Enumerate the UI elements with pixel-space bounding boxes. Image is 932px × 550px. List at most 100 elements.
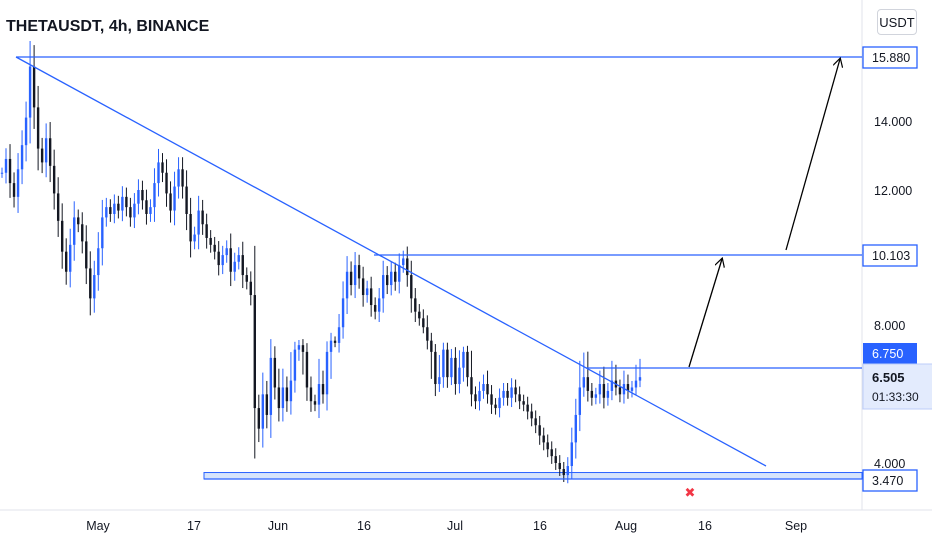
price-label: 6.750 — [863, 343, 917, 364]
x-tick-label: Jun — [268, 519, 288, 533]
candle-body — [498, 397, 501, 409]
candle-body — [89, 268, 92, 299]
price-label-text: 15.880 — [872, 51, 910, 65]
candle-body — [161, 162, 164, 173]
descending-trendline — [15, 56, 767, 467]
candle-body — [173, 186, 176, 211]
y-tick-label: 14.000 — [874, 115, 912, 129]
candle-body — [44, 138, 48, 163]
price-label-box — [862, 244, 918, 267]
candle-body — [321, 384, 325, 395]
candle-body — [65, 251, 68, 272]
candle-body — [550, 449, 553, 457]
candle-body — [253, 295, 256, 409]
candle-body — [257, 408, 261, 429]
candle-body — [241, 255, 244, 276]
candle-body — [325, 351, 329, 395]
candle-body — [36, 107, 40, 149]
candle-body — [414, 298, 417, 312]
candle-body — [265, 394, 269, 415]
candle-body — [502, 390, 505, 398]
candle-body — [97, 248, 100, 276]
candle-body — [277, 387, 281, 409]
candle-body — [430, 340, 433, 352]
candle-body — [60, 220, 64, 252]
candle-body — [269, 357, 273, 415]
candle-body — [101, 217, 104, 249]
candle-body — [125, 196, 128, 208]
candle-body — [32, 66, 36, 108]
candle-body — [377, 298, 381, 312]
candle-body — [390, 271, 393, 286]
candle-body — [293, 349, 297, 381]
candle-body — [534, 418, 537, 426]
candle-body — [470, 377, 473, 395]
candle-body — [630, 387, 634, 391]
candle-body — [590, 390, 594, 398]
target-arrow-2 — [785, 59, 840, 251]
candle-body — [0, 172, 4, 174]
candle-body — [77, 217, 80, 225]
candle-body — [273, 357, 277, 388]
price-countdown: 01:33:30 — [872, 390, 919, 404]
x-tick-label: 16 — [698, 519, 712, 533]
candle-body — [113, 203, 116, 214]
candle-body — [193, 234, 196, 242]
candle-body — [482, 384, 485, 391]
y-tick-label: 8.000 — [874, 319, 905, 333]
price-label-box — [862, 46, 918, 69]
candle-body — [169, 193, 172, 211]
candle-body — [610, 380, 614, 391]
candle-body — [12, 183, 16, 197]
candle-body — [249, 281, 252, 296]
candle-body — [574, 414, 577, 443]
candle-body — [69, 244, 72, 272]
candle-body — [213, 244, 216, 252]
price-label-box — [862, 469, 918, 492]
candle-body — [129, 207, 132, 218]
candle-body — [52, 165, 56, 194]
x-tick-label: 17 — [187, 519, 201, 533]
candle-body — [369, 288, 373, 306]
support-zone — [203, 472, 863, 480]
candle-body — [177, 169, 180, 187]
candle-body — [85, 241, 88, 269]
candle-body — [245, 275, 248, 282]
candle-body — [20, 145, 24, 170]
candle-body — [217, 251, 220, 266]
candle-body — [538, 425, 541, 436]
candle-body — [153, 183, 156, 208]
candle-body — [28, 66, 32, 118]
candle-body — [221, 255, 224, 266]
candle-body — [333, 340, 337, 343]
candle-body — [398, 265, 401, 282]
currency-button[interactable]: USDT — [877, 9, 917, 35]
candle-body — [598, 384, 602, 395]
y-tick-label: 12.000 — [874, 184, 912, 198]
candle-body — [542, 435, 545, 443]
price-label: 15.880 — [862, 46, 918, 69]
candles — [0, 41, 642, 484]
candle-body — [185, 186, 188, 214]
candle-body — [570, 442, 573, 467]
x-tick-label: Jul — [447, 519, 463, 533]
candle-body — [514, 387, 517, 395]
candle-body — [634, 380, 638, 388]
candle-body — [341, 298, 345, 328]
candle-body — [345, 271, 349, 299]
candle-body — [530, 411, 533, 419]
price-label: 3.470 — [862, 469, 918, 492]
candle-body — [16, 169, 20, 197]
candle-body — [56, 193, 60, 221]
candle-body — [353, 265, 357, 286]
candle-body — [201, 210, 204, 225]
candle-body — [233, 261, 236, 272]
candle-body — [117, 203, 120, 211]
candle-body — [450, 357, 453, 378]
candle-body — [494, 404, 497, 409]
candle-body — [626, 384, 630, 391]
candle-body — [418, 311, 421, 319]
candle-body — [490, 394, 493, 405]
candle-body — [205, 224, 208, 238]
